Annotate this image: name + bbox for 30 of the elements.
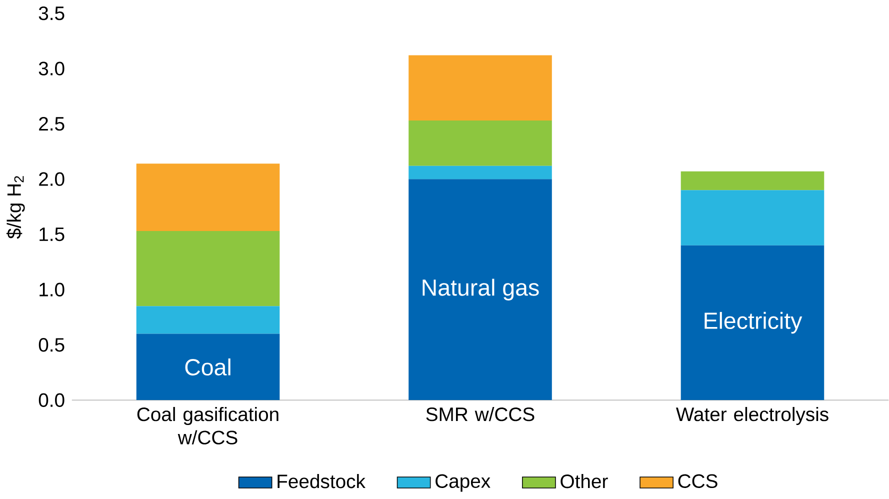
- bar: [680, 190, 824, 246]
- annotation: Coal: [185, 358, 230, 376]
- bar: [408, 166, 552, 180]
- y-tick-label: 2.0: [39, 172, 64, 186]
- bar: [680, 246, 824, 400]
- bar: [136, 306, 280, 334]
- y-axis-title: $/kg H$_{2}$: [6, 176, 25, 239]
- legend-label: Capex: [436, 474, 490, 492]
- bar: [408, 55, 552, 121]
- x-tick-label: Coal gasification w/CCS: [137, 407, 278, 445]
- y-tick-label: 3.5: [38, 6, 64, 20]
- y-tick-label: 1.5: [40, 228, 64, 242]
- bar: [408, 120, 552, 166]
- y-tick-label: 1.0: [40, 282, 64, 297]
- annotation: Natural gas: [422, 278, 539, 301]
- x-tick-label: Water electrolysis: [676, 407, 828, 426]
- x-tick-label: SMR w/CCS: [426, 407, 534, 422]
- bar: [136, 231, 280, 306]
- legend-label: Feedstock: [278, 474, 366, 488]
- annotation: Electricity: [704, 312, 802, 334]
- y-tick-label: 3.0: [38, 62, 64, 76]
- y-tick-label: 0.0: [38, 393, 64, 408]
- y-tick-label: 2.5: [39, 117, 64, 131]
- bar: [136, 334, 280, 400]
- legend-label: CCS: [678, 474, 718, 488]
- bar: [136, 164, 280, 232]
- y-tick-label: 0.5: [38, 338, 64, 352]
- bar: [408, 179, 552, 400]
- legend-label: Other: [560, 474, 608, 488]
- bar: [680, 171, 824, 190]
